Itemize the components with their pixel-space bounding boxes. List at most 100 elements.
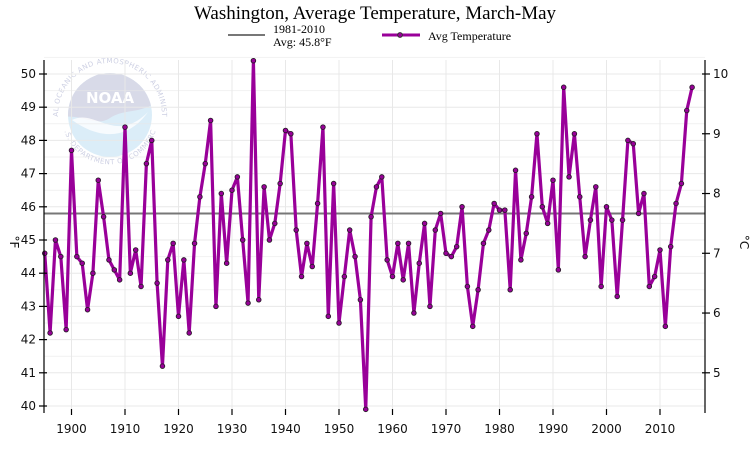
y-tick-label-right: 10 [713,67,728,81]
y-tick-label-right: 5 [713,366,721,380]
data-point: 1897: 45°F [52,237,59,243]
data-point: 1985: 45.2°F [523,230,530,237]
data-point: 1917: 41.2°F [159,363,166,369]
data-point: 1987: 48.2°F [534,131,540,137]
data-point: 1948: 42.7°F [325,313,332,320]
legend-reference-label-line2: Avg: 45.8°F [273,35,332,49]
data-point: 1988: 46°F [539,204,546,210]
data-point: 1936: 46.6°F [261,184,267,190]
data-point: 1931: 46.9°F [234,174,241,180]
data-point: 1981: 45.9°F [502,207,508,213]
x-tick-label: 1930 [217,422,248,436]
data-point: 1992: 49.6°F [560,84,567,91]
data-point: 2008: 43.6°F [646,283,653,290]
data-point: 1977: 44.9°F [480,240,487,247]
series-layer: 1895: 44.6°F 1896: 42.2°F 1897: 45°F 1898: … [42,57,695,413]
y-tick-label-left: 46 [21,200,36,214]
data-point: 1967: 43°F [427,303,433,310]
y-tick-label-right: 9 [713,127,721,141]
data-point: 1932: 45°F [239,237,246,243]
data-point: 1901: 44.5°F [74,253,80,260]
noaa-logo-gull-icon [72,112,148,135]
data-point: 2011: 42.4°F [662,323,669,330]
data-point: 1941: 48.2°F [288,131,294,137]
data-point: 2004: 48°F [625,137,631,144]
data-point: 1983: 47.1°F [512,167,519,174]
data-point: 1990: 46.8°F [550,177,556,183]
data-point: 1914: 47.3°F [143,160,150,167]
data-point: 2003: 45.6°F [619,217,626,223]
data-point: 1900: 47.7°F [68,147,75,154]
y-tick-label-left: 42 [21,333,36,347]
y-tick-label-left: 47 [21,167,36,181]
data-point: 1934: 50.4°F [250,57,257,64]
legend-series-label: Avg Temperature [428,29,511,43]
data-point: 1947: 48.4°F [320,124,326,130]
data-point: 1995: 46.3°F [577,194,583,200]
data-point: 1969: 45.8°F [437,210,444,217]
data-point: 1979: 46.1°F [491,200,497,207]
data-point: 1935: 43.2°F [256,297,262,303]
data-point: 2006: 45.8°F [635,210,642,217]
data-point: 1965: 44.3°F [416,260,423,266]
data-point: 1952: 45.3°F [346,227,353,233]
data-point: 1957: 46.6°F [373,184,380,190]
y-axis-label-right: °C [737,235,750,249]
data-point: 1915: 48°F [148,137,155,144]
data-point: 1998: 46.6°F [593,184,599,190]
data-point: 1978: 45.3°F [486,227,492,233]
data-point: 1925: 47.3°F [202,160,208,167]
data-point: 1984: 44.4°F [518,257,524,263]
x-tick-label: 2010 [645,422,676,436]
data-point: 1916: 43.7°F [154,280,160,286]
data-point: 1963: 44.9°F [405,240,412,247]
y-tick-label-left: 48 [21,133,36,147]
chart-title: Washington, Average Temperature, March-M… [194,3,557,24]
y-tick-label-left: 45 [21,233,36,247]
y-tick-label-left: 40 [21,399,36,413]
data-point: 1954: 43.2°F [357,297,364,303]
noaa-logo-word: NOAA [86,89,135,107]
data-point: 1993: 46.9°F [566,174,572,180]
data-point: 1962: 43.8°F [400,277,406,283]
data-point: 1926: 48.6°F [207,117,214,124]
data-point: 1933: 43.1°F [245,300,251,306]
data-point: 1905: 46.8°F [95,177,101,183]
data-point: 1942: 45.3°F [293,227,299,233]
data-point: 1999: 43.6°F [598,283,604,290]
data-point: 1953: 44.5°F [352,253,358,260]
data-point: 1908: 44.1°F [111,267,118,273]
data-point: 1939: 46.7°F [277,180,283,187]
y-tick-label-left: 43 [21,299,36,313]
data-point: 1968: 45.3°F [432,227,439,233]
data-point: 1919: 44.9°F [170,240,176,247]
y-tick-label-left: 50 [21,67,36,81]
data-point: 2016: 49.6°F [689,84,695,91]
y-tick-label-left: 44 [21,266,36,280]
data-point: 1971: 44.5°F [448,253,455,260]
x-tick-label: 1990 [538,422,569,436]
data-point: 1973: 46°F [459,204,465,210]
data-point: 1910: 48.4°F [122,124,128,130]
data-point: 1964: 42.8°F [411,310,417,316]
y-tick-label-right: 7 [713,246,721,260]
data-point: 1937: 45°F [266,237,273,243]
data-point: 1904: 44°F [90,270,96,276]
legend-reference-label-line1: 1981-2010 [273,22,325,36]
data-point: 1907: 44.4°F [106,257,112,263]
data-point: 1912: 44.7°F [132,247,139,253]
data-point: 1989: 45.5°F [544,220,551,227]
data-point: 1909: 43.8°F [116,277,123,283]
data-point: 1903: 42.9°F [84,306,91,313]
data-point: 1976: 43.5°F [475,287,481,293]
data-point: 1970: 44.6°F [443,250,449,257]
data-point: 2010: 44.7°F [657,247,663,253]
data-point: 1955: 39.9°F [363,406,369,413]
data-point: 1944: 44.9°F [304,240,310,247]
data-point: 1902: 44.3°F [79,260,85,266]
data-point: 1991: 44.1°F [555,267,562,273]
avg-temperature-line [43,59,694,411]
data-point: 2000: 46°F [603,204,610,210]
y-axis-label-left: °F [7,236,21,249]
